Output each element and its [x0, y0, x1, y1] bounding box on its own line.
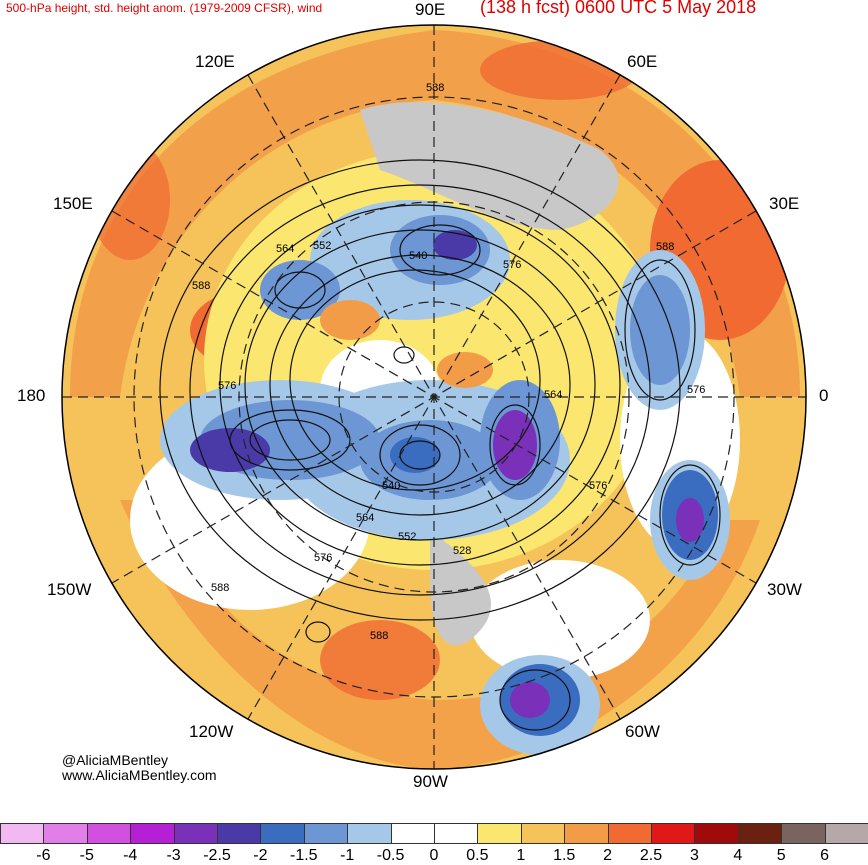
anomaly-field: [62, 25, 806, 769]
colorbar-tick-label: 0: [429, 847, 439, 864]
lon-label-120w: 120W: [188, 722, 235, 742]
contour-label: 588: [426, 82, 444, 94]
author-handle: @AliciaMBentley: [62, 752, 169, 768]
colorbar-tick-label: 1.5: [553, 847, 576, 864]
map-title: 500-hPa height, std. height anom. (1979-…: [6, 1, 323, 15]
colorbar-swatch: [130, 823, 175, 844]
colorbar-swatch: [43, 823, 88, 844]
lon-label-90w: 90W: [412, 772, 449, 792]
author-website: www.AliciaMBentley.com: [62, 767, 217, 783]
contour-label-group: 588 564 552 540 576 588 588 576 576 564 …: [192, 82, 705, 642]
colorbar-swatch: [607, 823, 652, 844]
contour-label: 576: [687, 384, 705, 396]
contour-label: 540: [382, 480, 400, 492]
colorbar-swatch: [0, 823, 45, 844]
colorbar-swatch: [781, 823, 826, 844]
lon-label-180: 180: [16, 386, 47, 406]
contour-label: 588: [211, 582, 229, 594]
contour-label: 564: [356, 512, 374, 524]
colorbar-swatch: [477, 823, 522, 844]
colorbar-tick-label: -2: [253, 847, 268, 864]
colorbar-tick-label: 4: [733, 847, 743, 864]
colorbar-tick-label: -4: [123, 847, 138, 864]
contour-label: 564: [544, 389, 562, 401]
colorbar-tick-label: -1.5: [290, 847, 318, 864]
contour-label: 576: [589, 480, 607, 492]
lon-label-60w: 60W: [624, 722, 661, 742]
contour-label: 588: [192, 280, 210, 292]
colorbar-swatch: [390, 823, 435, 844]
colorbar-swatch: [347, 823, 392, 844]
contour-label: 576: [503, 259, 521, 271]
contour-label: 576: [314, 552, 332, 564]
colorbar-tick-label: 6: [820, 847, 830, 864]
colorbar-swatch: [173, 823, 218, 844]
lon-label-60e: 60E: [626, 52, 659, 72]
map-boundary: [61, 24, 807, 770]
forecast-time-title: (138 h fcst) 0600 UTC 5 May 2018: [480, 0, 757, 17]
colorbar-tick-label: 3: [689, 847, 699, 864]
colorbar-tick-label: 2.5: [639, 847, 663, 864]
colorbar-swatch: [217, 823, 262, 844]
contour-label: 540: [409, 250, 427, 262]
lon-label-150w: 150W: [46, 580, 93, 600]
lon-label-0: 0: [818, 386, 830, 406]
contour-label: 564: [276, 243, 294, 255]
colorbar-swatch: [824, 823, 868, 844]
lon-label-90e: 90E: [414, 0, 447, 20]
colorbar-swatch: [694, 823, 739, 844]
colorbar-tick-label: -3: [166, 847, 181, 864]
colorbar-tick-label: 0.5: [466, 847, 489, 864]
colorbar-tick-label: -6: [36, 847, 51, 864]
colorbar-tick-label: 1: [516, 847, 526, 864]
polar-stereographic-map: 588 564 552 540 576 588 588 576 576 564 …: [61, 24, 807, 770]
colorbar-tick-label: 5: [776, 847, 786, 864]
colorbar-swatch: [434, 823, 479, 844]
lon-label-30w: 30W: [766, 580, 803, 600]
colorbar-swatch: [520, 823, 566, 844]
colorbar-swatch: [651, 823, 696, 844]
lon-label-150e: 150E: [52, 194, 94, 214]
contour-label: 528: [453, 545, 471, 557]
lon-label-30e: 30E: [768, 194, 801, 214]
colorbar-swatch: [737, 823, 783, 844]
colorbar-tick-label: -0.5: [376, 847, 405, 864]
colorbar-swatch: [564, 823, 609, 844]
graticule: [62, 25, 806, 769]
colorbar-swatch: [260, 823, 305, 844]
contour-label: 588: [370, 630, 388, 642]
colorbar-swatch: [86, 823, 132, 844]
contour-label: 552: [398, 531, 416, 543]
colorbar-swatch: [303, 823, 349, 844]
anomaly-colorbar: -6 -5 -4 -3 -2.5 -2 -1.5 -1 -0.5 0 0.5 1 1.5 2 2.5 3 4 5 6: [0, 820, 868, 865]
contour-label: 576: [218, 380, 236, 392]
contour-label: 588: [656, 241, 674, 253]
contour-label: 552: [313, 240, 331, 252]
colorbar-tick-label: -5: [79, 847, 94, 864]
colorbar-tick-label: 2: [603, 847, 613, 864]
colorbar-tick-label: -2.5: [203, 847, 231, 864]
colorbar-tick-label: -1: [340, 847, 355, 864]
lon-label-120e: 120E: [194, 52, 236, 72]
